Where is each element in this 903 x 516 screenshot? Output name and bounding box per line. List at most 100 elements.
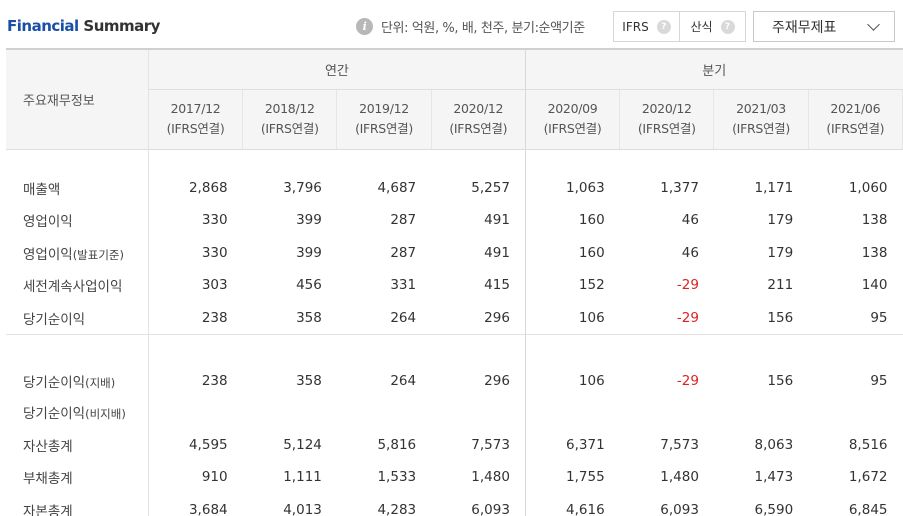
value-cell: 1,063 (566, 179, 605, 196)
value-cell: 330 (201, 244, 228, 261)
ifrs-label: IFRS (622, 19, 649, 34)
help-icon[interactable]: ? (656, 19, 671, 34)
period-header: 2018/12 (IFRS연결) (242, 89, 338, 150)
value-cell: 303 (201, 277, 228, 294)
value-cell: 160 (578, 212, 605, 229)
row-label-text: 세전계속사업이익 (23, 279, 123, 296)
help-icon[interactable]: ? (720, 19, 735, 34)
table-row: 영업이익(발표기준) 330 399 287 491 160 46 179 138 (6, 236, 903, 269)
table-row: 영업이익 330 399 287 491 160 46 179 138 (6, 204, 903, 237)
statement-type-value: 주재무제표 (772, 19, 837, 36)
value-cell: 1,755 (566, 469, 605, 486)
period-header: 2019/12 (IFRS연결) (336, 89, 432, 150)
value-cell: 1,672 (848, 469, 888, 486)
value-cell: -29 (676, 277, 699, 294)
value-cell: 46 (681, 244, 699, 261)
value-cell: 106 (578, 309, 605, 326)
period-label: 2020/12 (641, 101, 692, 116)
row-label[interactable]: 영업이익(발표기준) (6, 236, 149, 269)
value-cell: 1,060 (848, 179, 888, 196)
row-label[interactable]: 세전계속사업이익 (6, 269, 149, 302)
row-label-text: 영업이익 (23, 246, 73, 263)
value-cell: 95 (808, 333, 903, 396)
table-row: 자산총계 4,595 5,124 5,816 7,573 6,371 7,573 8,063 8… (6, 428, 903, 461)
row-label-text: 부채총계 (23, 471, 73, 488)
table-row: 당기순이익(지배) 238 358 264 296 106 -29 156 95 (6, 333, 903, 396)
unit-text: 단위: 억원, %, 배, 천주, 분기:순액기준 (381, 21, 585, 36)
value-cell: 456 (296, 277, 322, 294)
value-cell: 4,283 (377, 501, 417, 516)
value-cell: 415 (431, 269, 526, 302)
value-cell: 211 (767, 277, 794, 294)
value-cell: 138 (861, 212, 888, 229)
value-cell: 330 (201, 212, 228, 229)
period-label: 2019/12 (359, 101, 409, 116)
row-label[interactable]: 당기순이익(비지배) (6, 396, 149, 429)
row-label[interactable]: 매출액 (6, 149, 149, 204)
formula-toggle-button[interactable]: 산식 ? (679, 11, 746, 42)
corner-header: 주요재무정보 (6, 48, 149, 150)
row-label[interactable]: 자산총계 (6, 428, 149, 461)
basis-label: (IFRS연결) (355, 121, 413, 136)
value-cell: 4,687 (377, 179, 417, 196)
value-cell: 4,013 (283, 501, 322, 516)
value-cell: 152 (578, 277, 605, 294)
value-cell: 156 (767, 309, 794, 326)
row-label-suffix: (비지배) (85, 407, 126, 422)
period-header: 2021/06 (IFRS연결) (808, 89, 903, 150)
title-summary: Summary (78, 17, 160, 35)
row-label[interactable]: 당기순이익(지배) (6, 333, 149, 396)
row-label[interactable]: 영업이익 (6, 204, 149, 237)
basis-label: (IFRS연결) (732, 121, 790, 136)
value-cell: 399 (296, 212, 322, 229)
value-cell: 264 (390, 309, 417, 326)
value-cell: 6,845 (848, 501, 888, 516)
row-label[interactable]: 자본총계 (6, 493, 149, 516)
value-cell (337, 396, 431, 429)
table-row: 매출액 2,868 3,796 4,687 5,257 1,063 1,377 1,171 1,… (6, 149, 903, 204)
value-cell: 1,377 (660, 179, 699, 196)
value-cell: 1,171 (754, 179, 794, 196)
value-cell: 296 (431, 301, 526, 334)
value-cell: 8,063 (754, 436, 794, 453)
value-cell: 491 (431, 236, 526, 269)
basis-label: (IFRS연결) (543, 121, 602, 136)
quarter-group-header: 분기 (525, 48, 903, 90)
value-cell (243, 396, 337, 429)
table-body: 매출액 2,868 3,796 4,687 5,257 1,063 1,377 1,171 1,… (6, 149, 903, 516)
value-cell: 264 (336, 333, 432, 396)
value-cell: -29 (619, 333, 714, 396)
row-label-suffix: (지배) (85, 376, 116, 391)
period-header: 2021/03 (IFRS연결) (713, 89, 809, 150)
title-financial: Financial (7, 17, 79, 35)
basis-label: (IFRS연결) (166, 121, 225, 136)
ifrs-toggle-button[interactable]: IFRS ? (613, 11, 680, 42)
period-header-row: 2017/12 (IFRS연결) 2018/12 (IFRS연결) 2019/12 (IF… (6, 89, 903, 150)
basis-label: (IFRS연결) (260, 121, 319, 136)
annual-group-header: 연간 (148, 48, 526, 90)
row-label-text: 당기순이익 (23, 406, 86, 423)
value-cell: 8,516 (848, 436, 888, 453)
row-label-suffix: (발표기준) (72, 247, 124, 262)
value-cell: 399 (296, 244, 322, 261)
row-label[interactable]: 부채총계 (6, 461, 149, 494)
info-icon[interactable]: i (356, 18, 373, 35)
value-cell: 6,590 (754, 501, 794, 516)
value-cell: 7,573 (431, 428, 526, 461)
value-cell: 5,124 (283, 436, 322, 453)
value-cell: 3,684 (188, 501, 228, 516)
row-label[interactable]: 당기순이익 (6, 301, 149, 334)
value-cell: 287 (390, 212, 417, 229)
value-cell: 6,093 (431, 493, 526, 516)
value-cell: 179 (767, 244, 794, 261)
period-label: 2020/09 (547, 101, 598, 116)
period-label: 2020/12 (453, 101, 504, 116)
value-cell: 358 (296, 309, 322, 326)
value-cell: 238 (148, 333, 243, 396)
value-cell: 140 (861, 277, 888, 294)
statement-type-select[interactable]: 주재무제표 (753, 11, 895, 42)
value-cell: 2,868 (188, 179, 228, 196)
value-cell: 5,816 (377, 436, 417, 453)
value-cell: 6,371 (566, 436, 605, 453)
formula-label: 산식 (690, 20, 713, 34)
